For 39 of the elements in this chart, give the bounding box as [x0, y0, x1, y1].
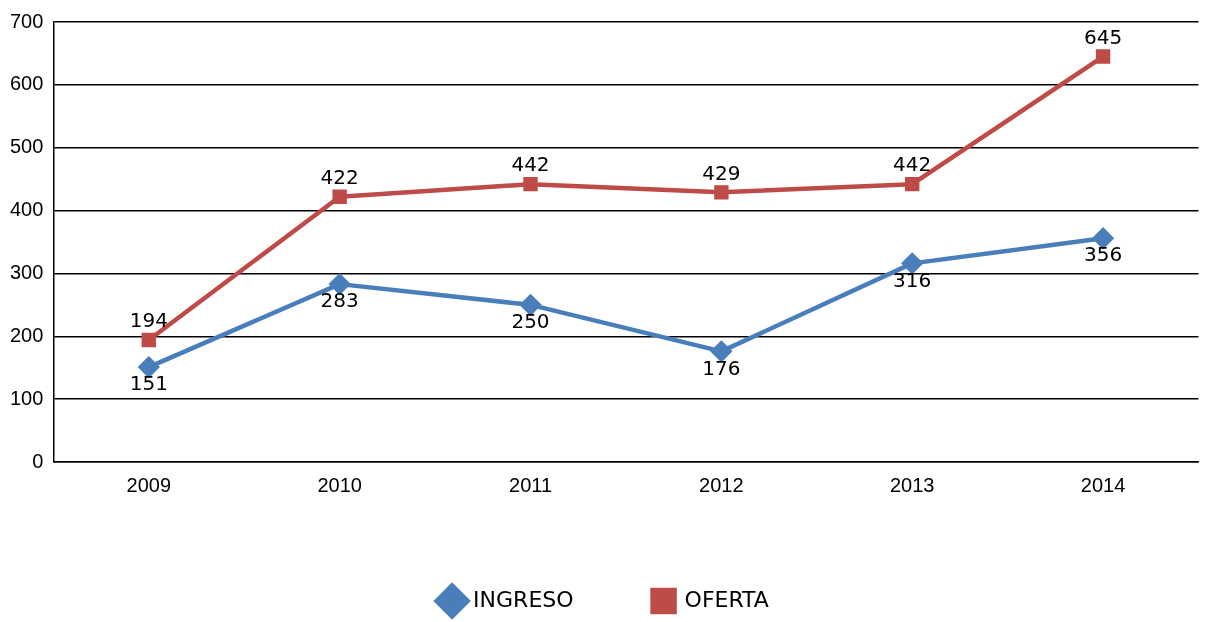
data-label: 422 — [320, 164, 359, 189]
x-tick-label: 2010 — [317, 473, 362, 496]
point — [901, 253, 923, 274]
y-tick-label: 400 — [9, 198, 44, 221]
data-label: 442 — [893, 152, 932, 177]
point — [714, 185, 729, 200]
point — [711, 341, 732, 362]
data-label: 283 — [320, 288, 359, 313]
data-label: 356 — [1083, 242, 1123, 267]
point — [329, 273, 350, 295]
point — [141, 332, 156, 348]
point — [905, 176, 920, 192]
y-tick-label: 0 — [32, 449, 44, 472]
point — [523, 176, 538, 192]
y-tick-label: 100 — [9, 386, 44, 409]
x-tick-label: 2014 — [1080, 473, 1126, 496]
data-label: 429 — [702, 160, 741, 185]
data-label: 645 — [1083, 24, 1123, 49]
x-tick-label: 2009 — [126, 473, 172, 496]
x-tick-label: 2013 — [889, 473, 935, 496]
data-label: 194 — [129, 308, 168, 333]
legend-label: INGRESO — [473, 586, 574, 612]
point — [332, 189, 347, 204]
point — [520, 294, 541, 316]
y-tick-label: 600 — [9, 72, 44, 95]
point — [1095, 49, 1111, 64]
data-label: 176 — [702, 355, 741, 380]
y-tick-label: 300 — [9, 260, 44, 283]
x-tick-label: 2011 — [509, 473, 553, 496]
data-label: 442 — [511, 152, 550, 177]
y-tick-label: 200 — [9, 323, 44, 346]
y-tick-label: 500 — [9, 135, 44, 158]
y-tick-label: 700 — [9, 9, 44, 32]
data-label: 250 — [511, 309, 550, 334]
data-label: 151 — [129, 371, 168, 396]
point — [1092, 227, 1114, 249]
legend-label: OFERTA — [684, 586, 769, 612]
x-tick-label: 2012 — [699, 473, 744, 496]
point — [138, 356, 160, 378]
